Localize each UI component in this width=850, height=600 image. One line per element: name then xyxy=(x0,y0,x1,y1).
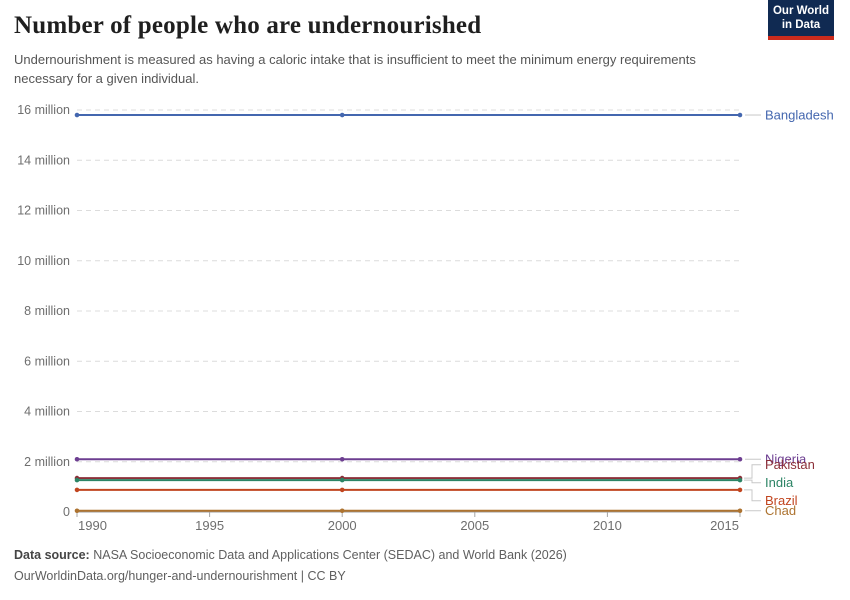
chart-header: Number of people who are undernourished … xyxy=(14,12,836,88)
data-point[interactable] xyxy=(74,487,80,493)
series-brazil[interactable] xyxy=(74,487,743,493)
x-axis-tick-label: 2000 xyxy=(328,518,357,533)
series-nigeria[interactable] xyxy=(74,456,743,462)
chart-footer: Data source: NASA Socioeconomic Data and… xyxy=(14,545,836,587)
entity-label-bangladesh[interactable]: Bangladesh xyxy=(765,108,834,123)
data-point[interactable] xyxy=(737,112,743,118)
series-bangladesh[interactable] xyxy=(74,112,743,118)
x-axis-tick-label: 1990 xyxy=(78,518,107,533)
label-connector xyxy=(744,464,761,479)
data-source-label: Data source: xyxy=(14,548,90,562)
data-point[interactable] xyxy=(74,477,80,483)
data-point[interactable] xyxy=(74,112,80,118)
y-axis-tick-label: 16 million xyxy=(17,103,70,117)
data-source-line: Data source: NASA Socioeconomic Data and… xyxy=(14,545,836,566)
data-point[interactable] xyxy=(74,456,80,462)
x-axis-tick-label: 2015 xyxy=(710,518,739,533)
owid-logo-line2: in Data xyxy=(781,19,821,31)
data-point[interactable] xyxy=(737,456,743,462)
y-axis-tick-label: 8 million xyxy=(24,304,70,318)
x-axis-tick-label: 2005 xyxy=(460,518,489,533)
data-point[interactable] xyxy=(339,477,345,483)
x-axis-tick-label: 1995 xyxy=(195,518,224,533)
owid-logo-line1: Our World xyxy=(772,5,829,17)
y-axis-tick-label: 14 million xyxy=(17,153,70,167)
y-axis-tick-label: 2 million xyxy=(24,455,70,469)
data-point[interactable] xyxy=(339,508,345,514)
series-india[interactable] xyxy=(74,477,743,483)
data-point[interactable] xyxy=(74,508,80,514)
y-axis-tick-label: 6 million xyxy=(24,354,70,368)
data-point[interactable] xyxy=(339,487,345,493)
entity-label-brazil[interactable]: Brazil xyxy=(765,493,798,508)
data-source-text: NASA Socioeconomic Data and Applications… xyxy=(89,548,567,562)
entity-label-nigeria[interactable]: Nigeria xyxy=(765,452,807,467)
label-connector xyxy=(744,479,761,484)
x-axis-tick-label: 2010 xyxy=(593,518,622,533)
data-point[interactable] xyxy=(737,477,743,483)
y-axis-tick-label: 0 xyxy=(63,505,70,519)
footer-link[interactable]: OurWorldinData.org/hunger-and-undernouri… xyxy=(14,569,346,583)
entity-label-chad[interactable]: Chad xyxy=(765,503,796,518)
y-axis-tick-label: 4 million xyxy=(24,405,70,419)
data-point[interactable] xyxy=(737,487,743,493)
data-point[interactable] xyxy=(737,508,743,514)
entity-label-india[interactable]: India xyxy=(765,475,794,490)
chart-subtitle: Undernourishment is measured as having a… xyxy=(14,52,696,86)
data-point[interactable] xyxy=(339,112,345,118)
owid-logo[interactable]: Our World in Data xyxy=(768,0,834,40)
data-point[interactable] xyxy=(339,456,345,462)
y-axis-tick-label: 10 million xyxy=(17,254,70,268)
entity-label-pakistan[interactable]: Pakistan xyxy=(765,457,815,472)
label-connector xyxy=(744,489,761,502)
page-title: Number of people who are undernourished xyxy=(14,12,482,39)
y-axis-tick-label: 12 million xyxy=(17,204,70,218)
series-chad[interactable] xyxy=(74,508,743,514)
